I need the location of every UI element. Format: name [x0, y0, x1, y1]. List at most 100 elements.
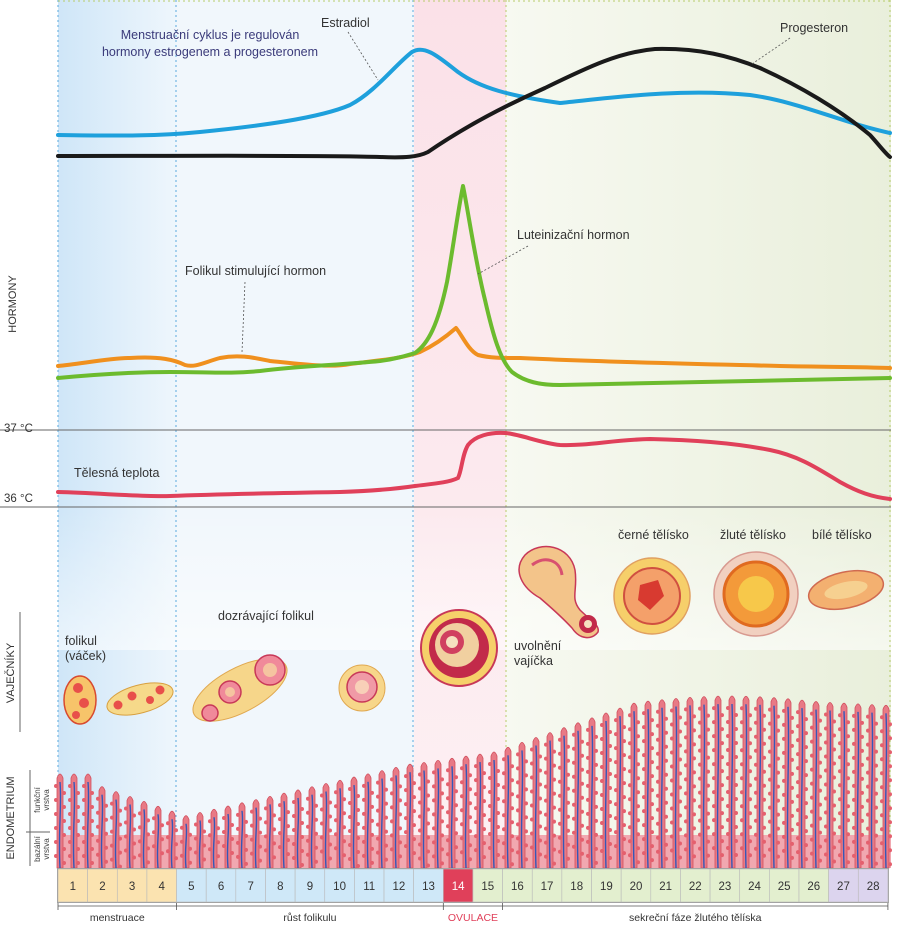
- corpus-hemorrhagicum: [613, 557, 691, 635]
- gland-branch: [446, 824, 450, 829]
- gland-branch: [370, 846, 374, 851]
- gland-branch: [860, 790, 864, 795]
- gland-branch: [818, 844, 822, 849]
- gland-branch: [194, 850, 198, 855]
- gland-branch: [706, 811, 710, 816]
- gland-branch: [558, 779, 562, 784]
- gland-branch: [776, 812, 780, 817]
- gland-branch: [510, 834, 514, 839]
- gland-branch: [460, 850, 464, 855]
- gland-branch: [740, 776, 744, 781]
- gland-branch: [76, 805, 80, 809]
- gland-branch: [698, 734, 702, 739]
- gland-branch: [880, 841, 884, 846]
- gland-branch: [866, 770, 870, 775]
- gland-branch: [608, 842, 612, 846]
- gland-branch: [720, 769, 724, 774]
- gland-branch: [636, 860, 640, 865]
- gland-branch: [566, 842, 570, 847]
- gland-branch: [622, 795, 626, 800]
- gland-branch: [650, 830, 654, 835]
- gland-branch: [250, 837, 254, 842]
- gland-branch: [790, 757, 794, 762]
- gland-branch: [810, 823, 814, 828]
- gland-branch: [132, 827, 136, 832]
- gland-branch: [502, 827, 506, 832]
- gland-branch: [202, 843, 206, 848]
- gland-branch: [362, 797, 366, 802]
- gland-branch: [824, 838, 828, 843]
- gland-branch: [720, 839, 724, 844]
- gland-branch: [804, 815, 808, 820]
- gland-branch: [698, 818, 702, 823]
- phase-label: OVULACE: [448, 912, 498, 923]
- gland-branch: [838, 797, 842, 802]
- gland-branch: [684, 819, 688, 824]
- gland-branch: [810, 711, 814, 716]
- gland-branch: [510, 764, 514, 769]
- gland-branch: [488, 790, 492, 794]
- day-cell: [265, 868, 296, 903]
- gland-branch: [776, 840, 780, 845]
- gland-branch: [446, 852, 450, 857]
- temperature-label: Tělesná teplota: [74, 466, 160, 480]
- gland-branch: [846, 776, 850, 781]
- gland-branch: [552, 819, 556, 824]
- gland-branch: [426, 807, 430, 812]
- gland-branch: [208, 847, 212, 852]
- gland-branch: [754, 776, 758, 781]
- gland-branch: [516, 850, 520, 855]
- gland-branch: [740, 818, 744, 823]
- gland-branch: [670, 708, 674, 713]
- gland-branch: [748, 727, 752, 732]
- gland-branch: [678, 827, 682, 832]
- gland-branch: [412, 837, 416, 842]
- gland-branch: [404, 844, 408, 849]
- gland-branch: [236, 854, 240, 859]
- gland-branch: [734, 839, 738, 844]
- gland-branch: [572, 830, 576, 835]
- funkcni-label-1: funkční: [33, 786, 42, 813]
- gland-branch: [790, 715, 794, 720]
- gland-branch: [258, 816, 262, 821]
- gland-branch: [580, 739, 584, 744]
- gland-branch: [684, 777, 688, 782]
- gland-branch: [566, 800, 570, 805]
- dozravajici-label: dozrávající folikul: [218, 609, 314, 623]
- gland-branch: [636, 748, 640, 753]
- day-number: 20: [630, 881, 643, 893]
- fsh-curve: [56, 326, 892, 370]
- gland-branch: [706, 769, 710, 774]
- gland-branch: [418, 786, 422, 791]
- gland-branch: [160, 823, 164, 828]
- day-number: 22: [689, 881, 702, 893]
- gland-branch: [418, 856, 422, 861]
- spiral-artery: [660, 707, 664, 869]
- gland-branch: [790, 799, 794, 804]
- gland-branch: [320, 793, 324, 798]
- gland-branch: [370, 832, 374, 837]
- gland-branch: [110, 857, 114, 862]
- gland-branch: [446, 782, 450, 787]
- gland-branch: [670, 820, 674, 825]
- gland-branch: [286, 810, 290, 815]
- gland-branch: [748, 839, 752, 844]
- gland-branch: [132, 841, 136, 846]
- spiral-artery: [86, 781, 90, 869]
- gland-branch: [712, 776, 716, 781]
- gland-branch: [768, 749, 772, 754]
- gland-branch: [706, 783, 710, 788]
- gland-branch: [782, 834, 786, 839]
- gland-branch: [790, 785, 794, 790]
- gland-branch: [264, 820, 268, 825]
- spiral-artery: [156, 814, 160, 869]
- gland-branch: [678, 813, 682, 818]
- gland-branch: [96, 824, 100, 829]
- gland-branch: [572, 774, 576, 779]
- gland-branch: [650, 802, 654, 807]
- gland-branch: [96, 852, 100, 857]
- gland-branch: [726, 748, 730, 753]
- gland-branch: [482, 841, 486, 846]
- gland-branch: [538, 782, 542, 787]
- spiral-artery: [814, 709, 818, 869]
